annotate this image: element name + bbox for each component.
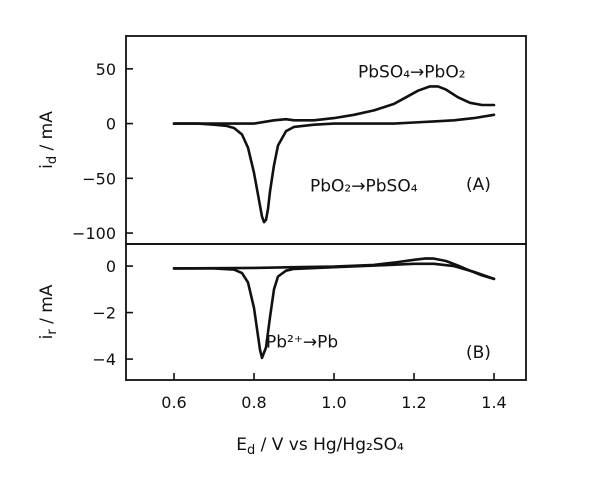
y-tick-label: 0 [106,115,116,134]
x-tick-label: 1.2 [401,393,426,412]
panel-b-tag: (B) [466,343,491,363]
panel-a-frame [125,35,527,245]
reaction-annotation: PbSO₄→PbO₂ [358,63,466,83]
reaction-annotation: PbO₂→PbSO₄ [310,176,418,196]
x-axis-label: Ed / V vs Hg/Hg₂SO₄ [236,435,404,458]
panel-b-series-2-line [172,257,496,281]
y-tick-label: −4 [92,350,116,369]
y-axis-label-a: id / mA [37,111,60,169]
x-tick-label: 0.6 [161,393,186,412]
y-tick-label: 50 [96,60,116,79]
plot-frames [125,35,527,381]
axis-ticks [126,68,495,380]
y-tick-label: −2 [92,304,116,323]
panel-b-series-1-line [172,262,496,360]
panel-a-tag: (A) [466,175,491,195]
reaction-annotation: Pb²⁺→Pb [266,332,338,352]
panel-a-series-1-line [172,113,496,224]
data-curves [172,85,496,360]
y-tick-label: −100 [72,224,116,243]
chart-labels: 50 0 −50 −100 id / mA PbSO₄→PbO₂ PbO₂→PbSO₄ (A)… [37,60,507,458]
x-tick-label: 1.0 [321,393,346,412]
panel-a-series-2-line [172,85,496,125]
y-axis-label-b: ir / mA [37,284,60,339]
x-tick-label: 1.4 [481,393,506,412]
x-tick-label: 0.8 [241,393,266,412]
y-tick-label: 0 [106,257,116,276]
y-tick-label: −50 [82,169,116,188]
